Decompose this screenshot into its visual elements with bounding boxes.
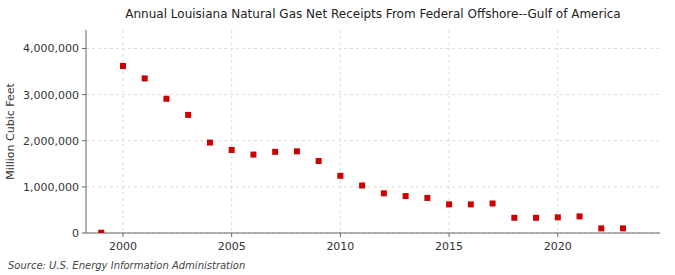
point bbox=[142, 75, 148, 81]
x-tick bbox=[340, 233, 341, 237]
point bbox=[446, 201, 452, 207]
grid bbox=[86, 30, 660, 233]
point bbox=[359, 182, 365, 188]
point bbox=[250, 152, 256, 158]
point bbox=[98, 230, 104, 233]
point bbox=[294, 148, 300, 154]
points bbox=[98, 63, 626, 233]
y-tick-label: 4,000,000 bbox=[23, 42, 79, 55]
x-tick bbox=[122, 233, 123, 237]
axes: 0 1,000,000 2,000,000 3,000,000 4,000,000 200… bbox=[23, 30, 660, 253]
title: Annual Louisiana Natural Gas Net Receipt… bbox=[125, 7, 620, 21]
point bbox=[381, 190, 387, 196]
x-grid-line bbox=[231, 30, 232, 233]
point bbox=[468, 201, 474, 207]
x-axis-line bbox=[86, 233, 660, 234]
point bbox=[185, 112, 191, 118]
y-grid-line bbox=[86, 233, 660, 234]
point bbox=[229, 147, 235, 153]
y-tick-label: 3,000,000 bbox=[23, 89, 79, 102]
point bbox=[403, 193, 409, 199]
x-tick-label: 2015 bbox=[435, 240, 463, 253]
point bbox=[337, 173, 343, 179]
y-grid-line bbox=[86, 94, 660, 95]
x-tick bbox=[231, 233, 232, 237]
x-tick-label: 2010 bbox=[326, 240, 354, 253]
point bbox=[511, 215, 517, 221]
x-tick bbox=[557, 233, 558, 237]
x-grid-line bbox=[557, 30, 558, 233]
x-grid-line bbox=[122, 30, 123, 233]
y-tick-label: 0 bbox=[72, 227, 79, 240]
y-tick bbox=[82, 140, 86, 141]
point bbox=[316, 158, 322, 164]
x-tick bbox=[449, 233, 450, 237]
x-tick-label: 2020 bbox=[544, 240, 572, 253]
y-grid-line bbox=[86, 140, 660, 141]
point bbox=[555, 214, 561, 220]
y-tick-label: 1,000,000 bbox=[23, 181, 79, 194]
point bbox=[424, 195, 430, 201]
y-axis-label: Million Cubic Feet bbox=[4, 82, 17, 179]
y-tick bbox=[82, 233, 86, 234]
point bbox=[163, 96, 169, 102]
y-tick bbox=[82, 48, 86, 49]
point bbox=[490, 200, 496, 206]
point bbox=[598, 225, 604, 231]
y-grid-line bbox=[86, 186, 660, 187]
point bbox=[533, 215, 539, 221]
y-axis-line bbox=[86, 30, 87, 233]
point bbox=[207, 140, 213, 146]
x-tick-label: 2005 bbox=[218, 240, 246, 253]
point bbox=[120, 63, 126, 69]
x-grid-line bbox=[340, 30, 341, 233]
y-tick bbox=[82, 186, 86, 187]
point bbox=[620, 225, 626, 231]
y-tick-label: 2,000,000 bbox=[23, 135, 79, 148]
y-grid-line bbox=[86, 48, 660, 49]
point bbox=[577, 213, 583, 219]
chart: 0 1,000,000 2,000,000 3,000,000 4,000,000 200… bbox=[0, 0, 675, 275]
source-note: Source: U.S. Energy Information Administ… bbox=[8, 260, 245, 271]
point bbox=[272, 149, 278, 155]
x-tick-label: 2000 bbox=[109, 240, 137, 253]
y-tick bbox=[82, 94, 86, 95]
background bbox=[0, 0, 675, 275]
